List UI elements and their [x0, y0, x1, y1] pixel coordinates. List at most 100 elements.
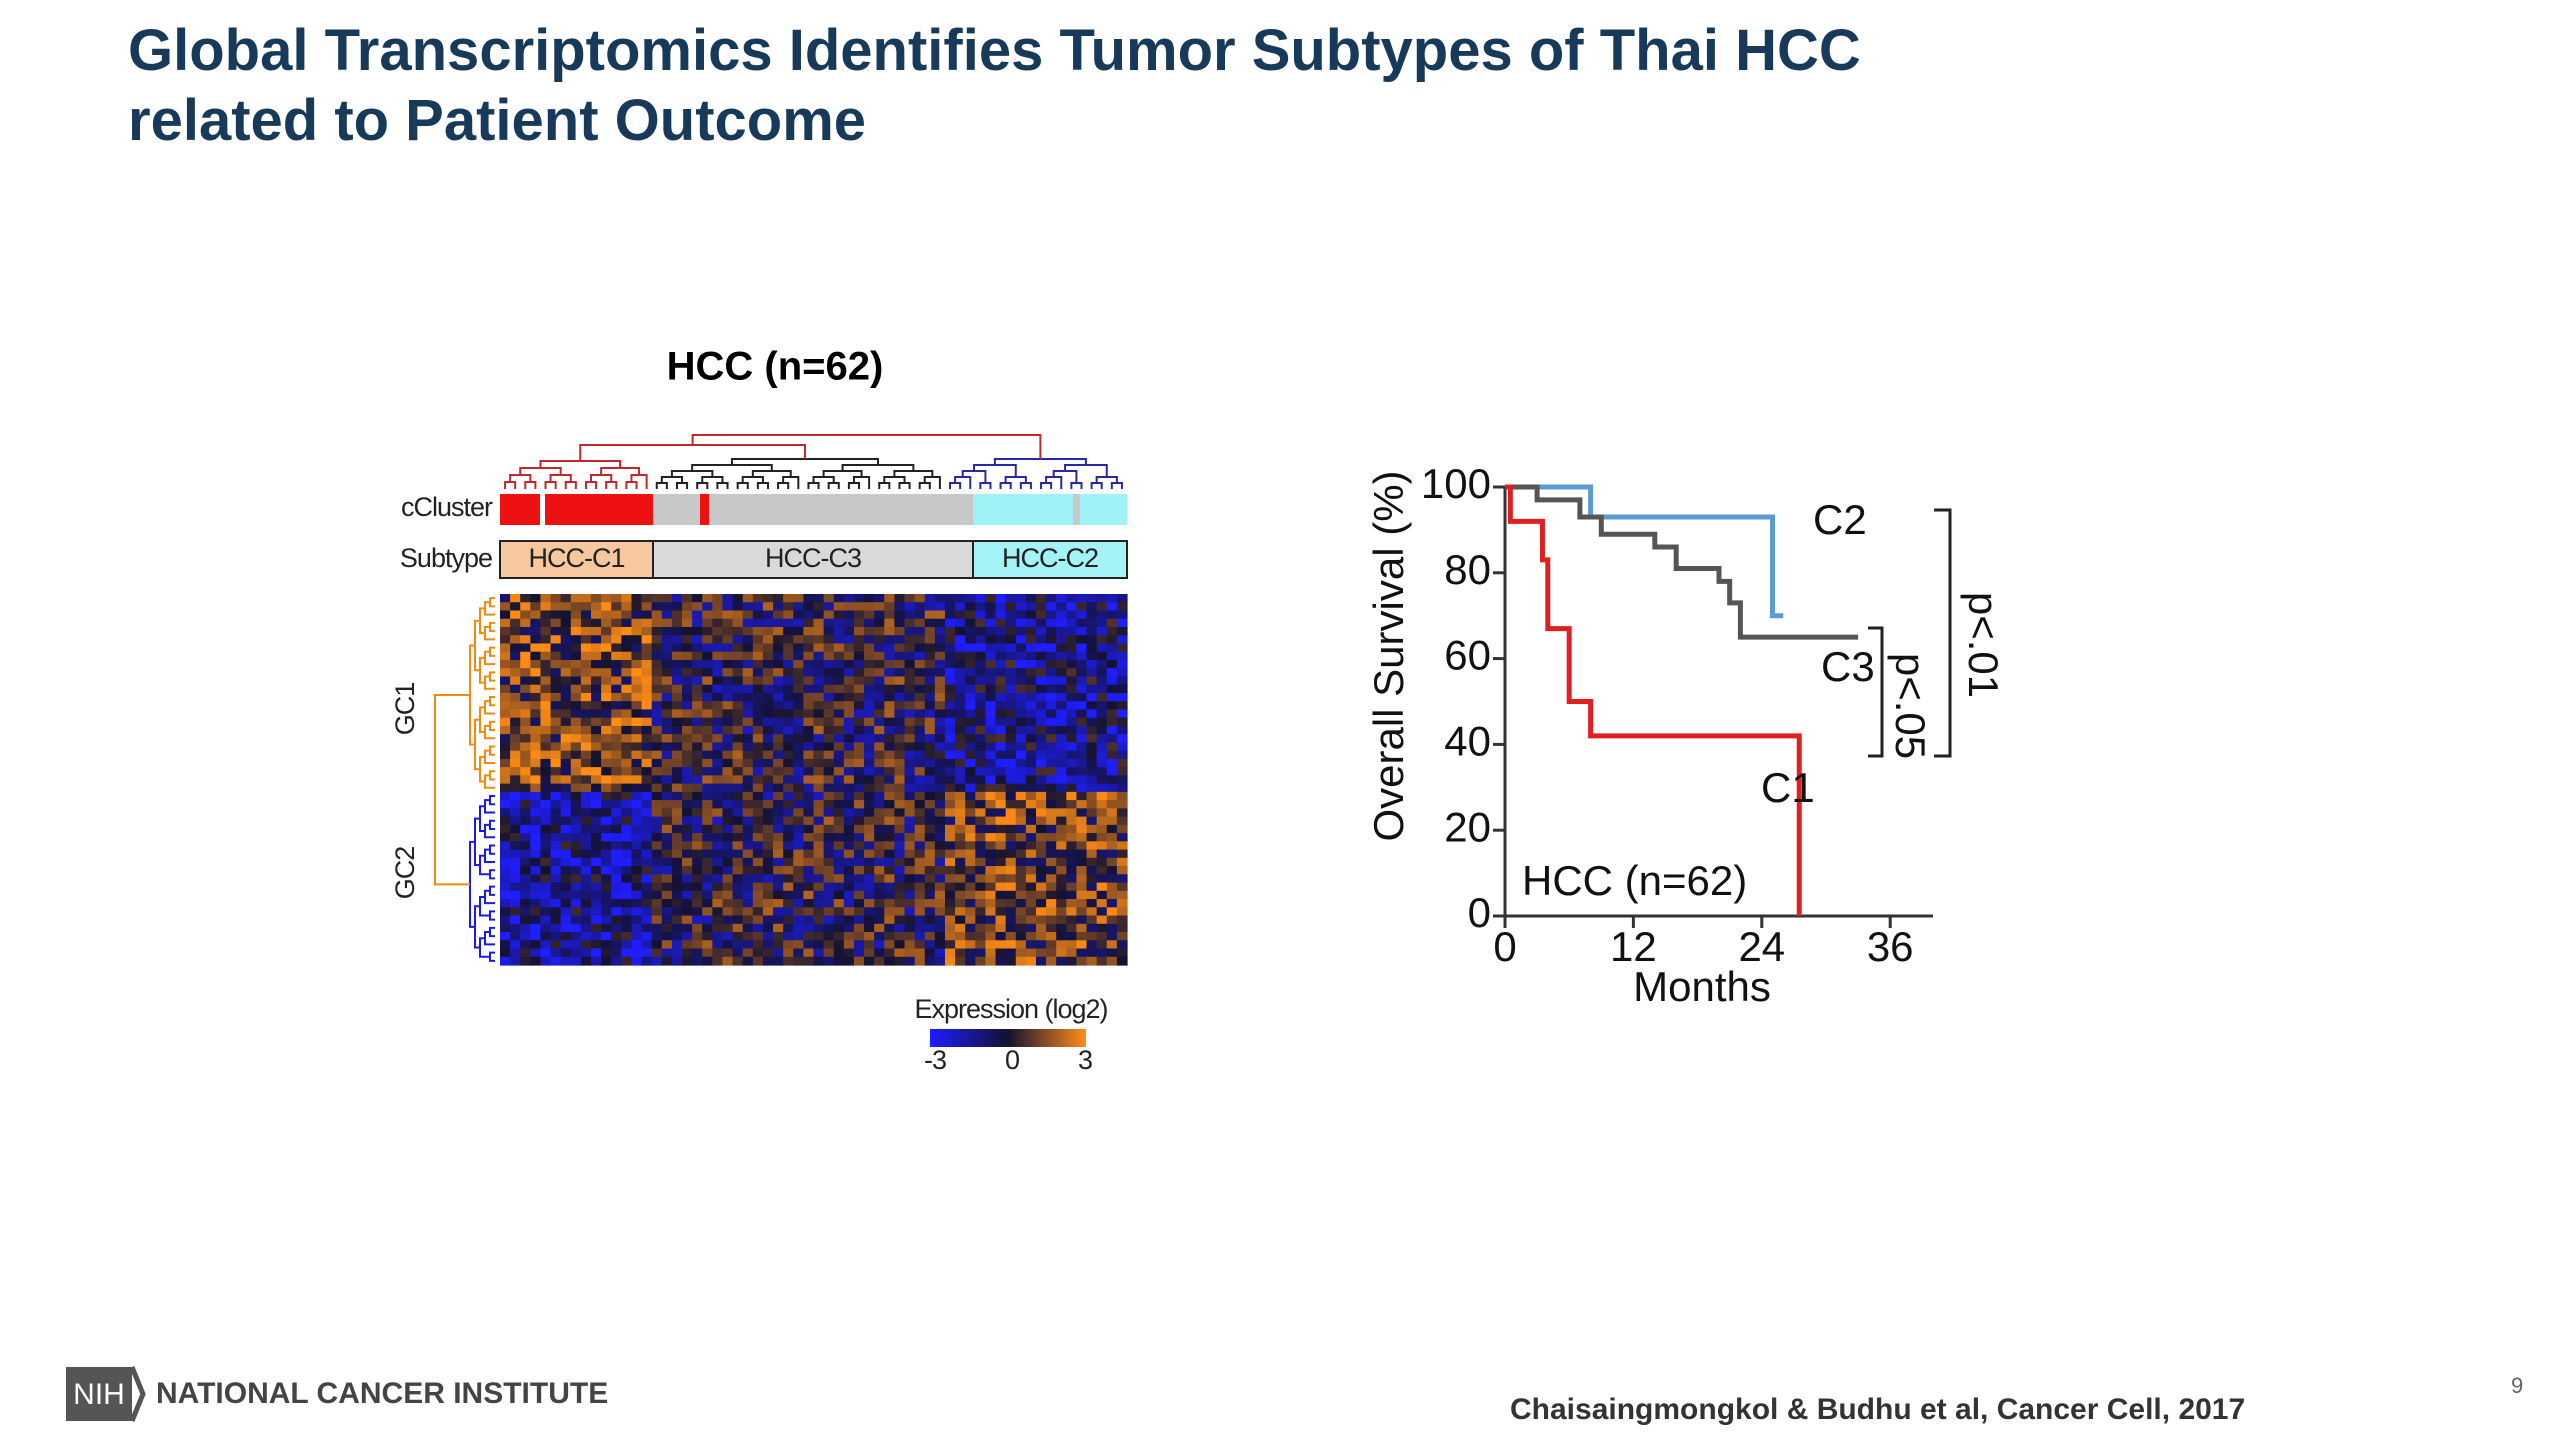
- heatmap-cell: [1096, 849, 1108, 859]
- heatmap-cell: [955, 725, 966, 735]
- heatmap-cell: [641, 635, 653, 645]
- heatmap-cell: [621, 841, 633, 851]
- heatmap-cell: [985, 767, 997, 776]
- heatmap-cell: [540, 626, 552, 636]
- heatmap-cell: [934, 725, 946, 735]
- heatmap-cell: [884, 940, 896, 950]
- heatmap-cell: [894, 734, 906, 743]
- heatmap-cell: [712, 734, 724, 743]
- heatmap-cell: [1025, 676, 1037, 686]
- heatmap-cell: [1005, 907, 1017, 917]
- heatmap-cell: [793, 602, 804, 612]
- subtype-label: HCC-C3: [765, 543, 861, 573]
- heatmap-cell: [1096, 767, 1108, 776]
- heatmap-cell: [702, 890, 713, 900]
- heatmap-cell: [712, 816, 724, 826]
- heatmap-cell: [783, 791, 794, 801]
- heatmap-cell: [833, 684, 845, 694]
- heatmap-cell: [1025, 643, 1037, 653]
- heatmap-cell: [1015, 701, 1027, 711]
- heatmap-cell: [904, 849, 916, 859]
- heatmap-cell: [641, 940, 653, 950]
- heatmap-cell: [641, 651, 653, 661]
- heatmap-cell: [803, 791, 815, 801]
- heatmap-cell: [651, 594, 663, 603]
- heatmap-cell: [671, 651, 683, 661]
- heatmap-cell: [692, 824, 703, 834]
- heatmap-cell: [914, 651, 926, 661]
- heatmap-cell: [853, 692, 865, 702]
- heatmap-cell: [955, 602, 966, 612]
- heatmap-cell: [591, 750, 602, 760]
- ccluster-bar: [700, 494, 709, 525]
- heatmap-cell: [530, 923, 542, 933]
- heatmap-cell: [1005, 899, 1017, 908]
- heatmap-cell: [1106, 684, 1118, 694]
- heatmap-cell: [621, 750, 633, 760]
- heatmap-cell: [560, 800, 572, 809]
- heatmap-cell: [591, 668, 602, 678]
- heatmap-cell: [732, 750, 744, 760]
- heatmap-cell: [641, 890, 653, 900]
- heatmap-cell: [894, 750, 906, 760]
- heatmap-cell: [934, 676, 946, 686]
- heatmap-cell: [500, 750, 511, 760]
- heatmap-cell: [611, 626, 622, 636]
- heatmap-cell: [1116, 717, 1128, 727]
- heatmap-cell: [722, 808, 734, 818]
- heatmap-cell: [874, 643, 885, 653]
- heatmap-cell: [580, 684, 592, 694]
- heatmap-cell: [955, 940, 966, 950]
- heatmap-cell: [904, 956, 916, 966]
- heatmap-cell: [793, 651, 804, 661]
- heatmap-cell: [864, 758, 875, 768]
- heatmap-cell: [611, 940, 622, 950]
- heatmap-cell: [732, 767, 744, 776]
- heatmap-cell: [924, 824, 936, 834]
- heatmap-cell: [722, 932, 734, 941]
- heatmap-cell: [702, 676, 713, 686]
- heatmap-cell: [793, 800, 804, 809]
- heatmap-cell: [1086, 791, 1098, 801]
- heatmap-cell: [651, 742, 663, 752]
- heatmap-cell: [742, 808, 754, 818]
- heatmap-cell: [621, 849, 633, 859]
- heatmap-cell: [540, 915, 552, 925]
- heatmap-cell: [1015, 594, 1027, 603]
- heatmap-cell: [944, 626, 956, 636]
- heatmap-cell: [995, 635, 1007, 645]
- heatmap-cell: [955, 857, 966, 867]
- heatmap-cell: [661, 594, 673, 603]
- heatmap-cell: [621, 602, 633, 612]
- heatmap-cell: [671, 717, 683, 727]
- heatmap-cell: [904, 874, 916, 884]
- heatmap-cell: [631, 857, 643, 867]
- heatmap-cell: [520, 882, 531, 892]
- heatmap-cell: [621, 676, 633, 686]
- heatmap-cell: [1005, 882, 1017, 892]
- heatmap-cell: [783, 734, 794, 743]
- heatmap-cell: [752, 791, 764, 801]
- heatmap-cell: [611, 783, 622, 793]
- heatmap-cell: [965, 692, 976, 702]
- heatmap-cell: [692, 767, 703, 776]
- heatmap-cell: [1066, 775, 1078, 785]
- heatmap-cell: [1056, 734, 1067, 743]
- heatmap-cell: [611, 734, 622, 743]
- heatmap-cell: [621, 767, 633, 776]
- heatmap-cell: [864, 659, 875, 669]
- heatmap-cell: [732, 692, 744, 702]
- dendrogram: [489, 597, 495, 608]
- heatmap-cell: [1066, 915, 1078, 925]
- heatmap-cell: [591, 775, 602, 785]
- heatmap-cell: [732, 841, 744, 851]
- heatmap-cell: [1025, 800, 1037, 809]
- heatmap-cell: [965, 956, 976, 966]
- heatmap-cell: [510, 717, 521, 727]
- heatmap-cell: [944, 651, 956, 661]
- heatmap-cell: [540, 940, 552, 950]
- heatmap-cell: [773, 783, 784, 793]
- heatmap-cell: [823, 668, 835, 678]
- heatmap-cell: [631, 849, 643, 859]
- heatmap-cell: [944, 643, 956, 653]
